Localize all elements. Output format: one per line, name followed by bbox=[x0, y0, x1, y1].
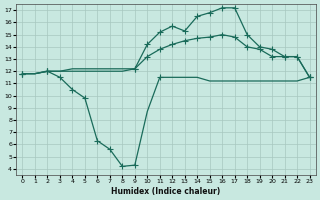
X-axis label: Humidex (Indice chaleur): Humidex (Indice chaleur) bbox=[111, 187, 221, 196]
